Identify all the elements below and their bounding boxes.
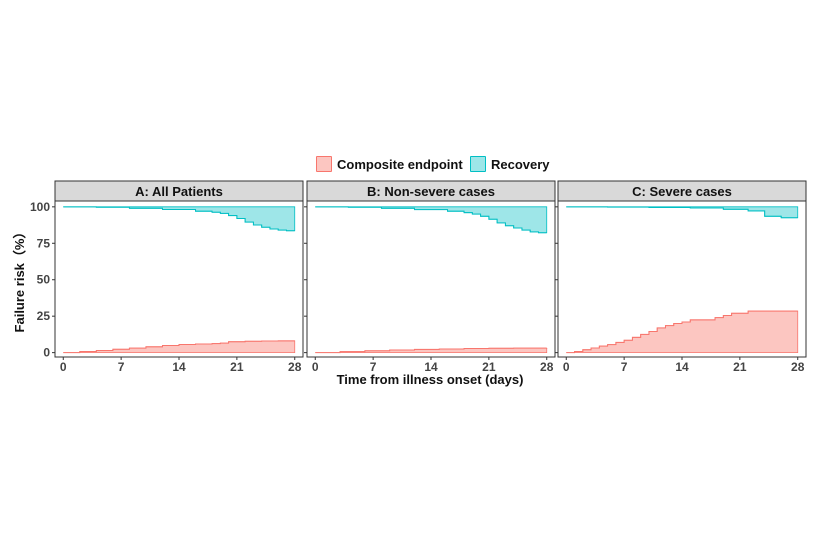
panel-2-line-recovery xyxy=(315,206,547,234)
legend-swatch-composite-endpoint xyxy=(316,156,332,172)
legend-item-recovery: Recovery xyxy=(470,152,550,176)
panel-3-x-tick-label: 0 xyxy=(563,360,570,374)
panel-2: B: Non-severe cases 0 7 14 21 28 xyxy=(304,180,556,374)
panel-3-line-composite-endpoint xyxy=(566,310,798,354)
panel-3-line-recovery xyxy=(566,206,798,219)
legend-label-composite-endpoint: Composite endpoint xyxy=(337,156,463,172)
panel-2-title: B: Non-severe cases xyxy=(367,184,495,199)
panel-1-x-tick-label: 21 xyxy=(230,360,244,374)
x-axis-label: Time from illness onset (days) xyxy=(337,372,524,387)
panel-3-x-tick-label: 7 xyxy=(621,360,628,374)
panel-1-title: A: All Patients xyxy=(135,184,223,199)
panel-1-x-tick-label: 7 xyxy=(118,360,125,374)
panel-3: C: Severe cases 0 7 14 21 28 xyxy=(555,180,807,374)
panel-3-x-tick-label: 21 xyxy=(733,360,747,374)
legend-swatch-recovery xyxy=(470,156,486,172)
panel-3-x-tick-label: 14 xyxy=(675,360,689,374)
panel-1: A: All Patients 0 7 14 21 28 0 25 50 75 100 xyxy=(30,180,304,374)
y-tick-label: 100 xyxy=(30,200,50,214)
panel-1-line-composite-endpoint xyxy=(63,340,295,354)
panel-2-x-tick-label: 0 xyxy=(312,360,319,374)
y-tick-label: 75 xyxy=(37,236,51,250)
y-tick-label: 50 xyxy=(37,273,51,287)
panel-1-x-tick-label: 28 xyxy=(288,360,302,374)
panel-2-x-tick-label: 7 xyxy=(370,360,377,374)
panel-1-x-tick-label: 0 xyxy=(60,360,67,374)
panel-2-line-composite-endpoint xyxy=(315,347,548,354)
panel-3-x-tick-label: 28 xyxy=(791,360,805,374)
y-axis-label: Failure risk（%） xyxy=(12,226,27,333)
panel-1-line-recovery xyxy=(63,206,295,232)
y-tick-label: 0 xyxy=(43,346,50,360)
legend-item-composite-endpoint: Composite endpoint xyxy=(316,152,463,176)
panel-2-x-tick-label: 21 xyxy=(482,360,496,374)
panel-3-title: C: Severe cases xyxy=(632,184,732,199)
legend-label-recovery: Recovery xyxy=(491,156,550,172)
legend: Composite endpoint Recovery xyxy=(0,152,828,176)
panel-2-x-tick-label: 14 xyxy=(424,360,438,374)
panel-1-x-tick-label: 14 xyxy=(172,360,186,374)
y-tick-label: 25 xyxy=(37,309,51,323)
panel-2-x-tick-label: 28 xyxy=(540,360,554,374)
